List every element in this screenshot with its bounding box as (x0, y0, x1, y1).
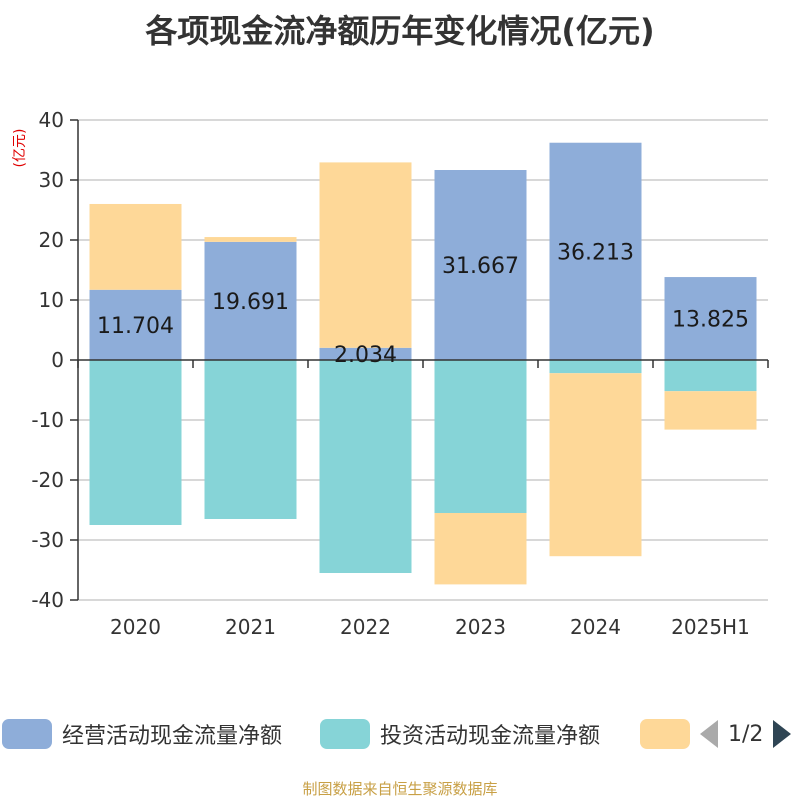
bar-segment-series-0 (204, 241, 297, 360)
source-note: 制图数据来自恒生聚源数据库 (302, 780, 498, 798)
y-tick-label: -40 (31, 588, 64, 612)
y-tick-label: -20 (31, 468, 64, 492)
bar-segment-series-2 (664, 391, 757, 430)
x-tick-label: 2021 (225, 615, 276, 639)
bar-segment-series-1 (204, 360, 297, 519)
bar-value-label: 13.825 (672, 308, 749, 333)
bar-segment-series-1 (434, 360, 527, 513)
legend-item-financing[interactable] (640, 712, 690, 756)
bars (89, 142, 757, 585)
y-tick-label: -10 (31, 408, 64, 432)
legend-item-investing[interactable]: 投资活动现金流量净额 (320, 712, 600, 756)
bar-segment-series-0 (89, 289, 182, 360)
bar-segment-series-1 (664, 360, 757, 392)
x-tick-label: 2023 (455, 615, 506, 639)
y-tick-label: -30 (31, 528, 64, 552)
bar-segment-series-2 (434, 513, 527, 585)
bar-segment-series-1 (89, 360, 182, 525)
legend-page-indicator: 1/2 (728, 721, 764, 747)
legend-item-operating[interactable]: 经营活动现金流量净额 (2, 712, 282, 756)
y-tick-label: 0 (51, 348, 64, 372)
bar-segment-series-2 (89, 203, 182, 290)
bar-segment-series-2 (549, 373, 642, 557)
bar-segment-series-0 (549, 142, 642, 360)
pager-prev-icon[interactable] (700, 720, 718, 748)
chart-plot: 40 30 20 10 0 -10 -20 -30 -40 (亿元) 2020 2021 2022 202… (12, 108, 769, 639)
legend-pager: 1/2 (700, 712, 792, 756)
legend-label-investing: 投资活动现金流量净额 (380, 724, 601, 749)
x-tick-label: 2020 (110, 615, 161, 639)
legend-swatch-operating (2, 719, 52, 749)
grid-lines (78, 119, 768, 601)
legend-label-operating: 经营活动现金流量净额 (62, 724, 283, 749)
y-tick-label: 20 (39, 228, 64, 252)
y-tick-label: 40 (39, 108, 64, 132)
legend-swatch-financing (640, 719, 690, 749)
bar-segment-series-1 (549, 360, 642, 374)
bar-value-label: 11.704 (97, 314, 174, 339)
axes: 40 30 20 10 0 -10 -20 -30 -40 (亿元) 2020 2021 2022 202… (12, 108, 769, 639)
bar-value-label: 19.691 (212, 290, 289, 315)
y-axis-unit-label: (亿元) (12, 129, 28, 168)
y-tick-label: 10 (39, 288, 64, 312)
bar-segment-series-2 (319, 162, 412, 348)
x-tick-label: 2025H1 (671, 615, 750, 639)
legend-swatch-investing (320, 719, 370, 749)
bar-value-label: 36.213 (557, 240, 634, 265)
bar-value-label: 2.034 (334, 343, 397, 368)
bar-segment-series-0 (664, 277, 757, 360)
bar-segment-series-1 (319, 360, 412, 573)
y-tick-label: 30 (39, 168, 64, 192)
bar-segment-series-0 (434, 169, 527, 360)
chart-title: 各项现金流净额历年变化情况(亿元) (145, 12, 655, 50)
data-labels: 11.704 19.691 2.034 31.667 36.213 13.825 (97, 240, 749, 368)
x-tick-label: 2024 (570, 615, 621, 639)
bar-value-label: 31.667 (442, 254, 519, 279)
bar-segment-series-0 (319, 347, 412, 360)
bar-segment-series-2 (204, 237, 297, 242)
legend: 经营活动现金流量净额 投资活动现金流量净额 1/2 (0, 712, 800, 756)
pager-next-icon[interactable] (773, 720, 792, 748)
x-tick-label: 2022 (340, 615, 391, 639)
